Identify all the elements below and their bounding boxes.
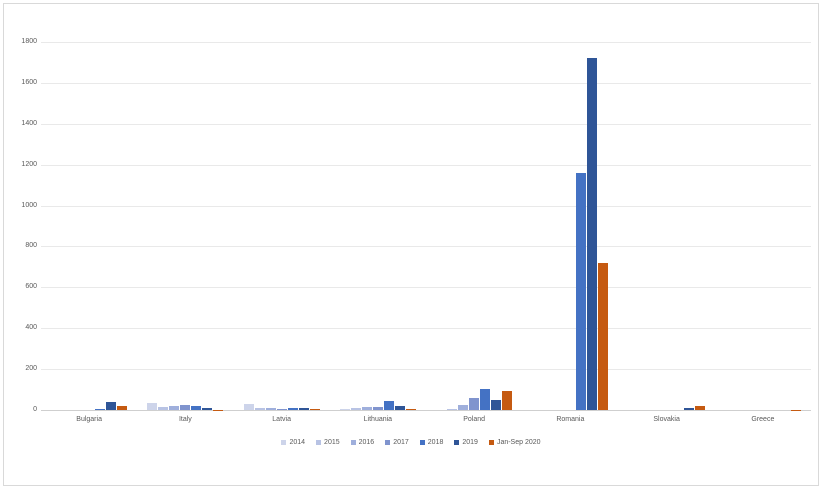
legend-label: 2018 [428,439,444,446]
bar-2019-italy [202,408,212,410]
legend-swatch-icon [489,440,494,445]
legend-label: 2016 [359,439,375,446]
legend-item: Jan-Sep 2020 [489,439,541,446]
category-label: Poland [426,415,522,424]
gridline [41,83,811,84]
category-label: Greece [715,415,811,424]
legend-swatch-icon [316,440,321,445]
category-label: Latvia [234,415,330,424]
bar-2015-latvia [255,408,265,410]
gridline [41,165,811,166]
bar-2018-romania [576,173,586,410]
bar-jan-sep-2020-poland [502,391,512,410]
gridline [41,369,811,370]
gridline [41,287,811,288]
bar-2018-italy [191,406,201,410]
gridline [41,328,811,329]
legend-swatch-icon [351,440,356,445]
legend-item: 2019 [454,439,478,446]
legend-item: 2016 [351,439,375,446]
legend-label: 2017 [393,439,409,446]
bar-2016-poland [458,405,468,410]
y-tick-label: 800 [4,242,37,250]
y-tick-label: 1800 [4,38,37,46]
bar-jan-sep-2020-romania [598,263,608,410]
legend-swatch-icon [385,440,390,445]
legend-label: 2015 [324,439,340,446]
y-tick-label: 200 [4,365,37,373]
gridline [41,124,811,125]
bar-2014-latvia [244,404,254,410]
category-label: Romania [522,415,618,424]
bar-2015-poland [447,409,457,410]
y-tick-label: 600 [4,283,37,291]
category-label: Bulgaria [41,415,137,424]
bar-2015-lithuania [351,408,361,410]
bar-2016-latvia [266,408,276,410]
category-label: Slovakia [619,415,715,424]
y-tick-label: 400 [4,324,37,332]
legend-item: 2015 [316,439,340,446]
legend-swatch-icon [281,440,286,445]
gridline [41,246,811,247]
legend-label: 2019 [462,439,478,446]
category-label: Italy [137,415,233,424]
gridline [41,206,811,207]
bar-2015-italy [158,407,168,410]
bar-2019-latvia [299,408,309,410]
bar-jan-sep-2020-slovakia [695,406,705,410]
legend-swatch-icon [420,440,425,445]
x-axis-line [41,410,811,411]
bar-jan-sep-2020-bulgaria [117,406,127,410]
y-tick-label: 1000 [4,202,37,210]
legend: 2014 2015 2016 2017 2018 2019 Jan-Sep 2020 [4,439,818,446]
legend-label: Jan-Sep 2020 [497,439,541,446]
bar-2018-bulgaria [95,409,105,410]
bar-2018-poland [480,389,490,410]
y-tick-label: 0 [4,406,37,414]
bar-2019-slovakia [684,408,694,410]
legend-label: 2014 [289,439,305,446]
bar-2019-bulgaria [106,402,116,410]
legend-item: 2018 [420,439,444,446]
bar-2019-lithuania [395,406,405,410]
bar-2019-poland [491,400,501,410]
bar-2016-italy [169,406,179,410]
bar-2019-romania [587,58,597,410]
bar-2017-latvia [277,409,287,410]
y-tick-label: 1400 [4,120,37,128]
y-tick-label: 1600 [4,79,37,87]
legend-item: 2017 [385,439,409,446]
bar-2017-poland [469,398,479,410]
y-tick-label: 1200 [4,161,37,169]
legend-item: 2014 [281,439,305,446]
bar-jan-sep-2020-lithuania [406,409,416,410]
bar-2016-lithuania [362,407,372,410]
bar-2014-italy [147,403,157,410]
bar-2018-lithuania [384,401,394,410]
category-label: Lithuania [330,415,426,424]
bar-jan-sep-2020-latvia [310,409,320,410]
legend-swatch-icon [454,440,459,445]
bar-2014-lithuania [340,409,350,410]
bar-2017-italy [180,405,190,410]
bar-2017-lithuania [373,407,383,410]
bar-2018-latvia [288,408,298,410]
gridline [41,42,811,43]
